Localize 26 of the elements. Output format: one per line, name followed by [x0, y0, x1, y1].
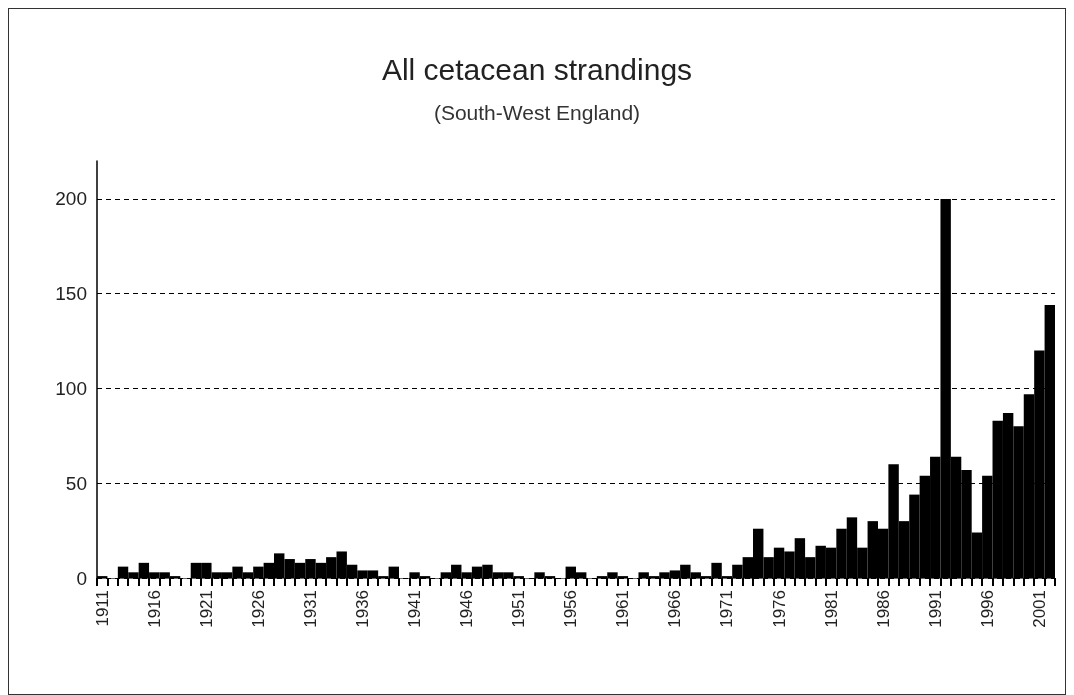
x-tick-label: 1936 — [353, 590, 373, 628]
y-tick-label: 50 — [65, 472, 87, 494]
x-tick-label: 1976 — [769, 590, 789, 628]
x-tick-label: 1991 — [925, 590, 945, 628]
x-tick-label: 1921 — [196, 590, 216, 628]
x-tick-label: 1971 — [717, 590, 737, 628]
x-tick-label: 1926 — [248, 590, 268, 628]
x-tick-label: 1996 — [977, 590, 997, 628]
x-tick-label: 1931 — [300, 590, 320, 628]
chart-title: All cetacean strandings — [381, 52, 693, 86]
x-tick-label: 1986 — [873, 590, 893, 628]
y-tick-label: 200 — [55, 188, 87, 210]
y-tick-label: 0 — [76, 567, 87, 589]
y-tick-label: 100 — [55, 377, 87, 399]
y-tick-label: 150 — [55, 283, 87, 305]
x-tick-label: 2001 — [1029, 590, 1049, 628]
chart-subtitle: (South-West England) — [433, 101, 641, 124]
x-tick-label: 1941 — [405, 590, 425, 628]
x-tick-label: 1951 — [509, 590, 529, 628]
x-tick-label: 1966 — [665, 590, 685, 628]
x-tick-label: 1946 — [457, 590, 477, 628]
x-tick-label: 1981 — [821, 590, 841, 628]
x-tick-label: 1911 — [92, 590, 112, 627]
x-tick-label: 1956 — [561, 590, 581, 628]
x-tick-label: 1916 — [144, 590, 164, 628]
x-tick-label: 1961 — [613, 590, 633, 628]
